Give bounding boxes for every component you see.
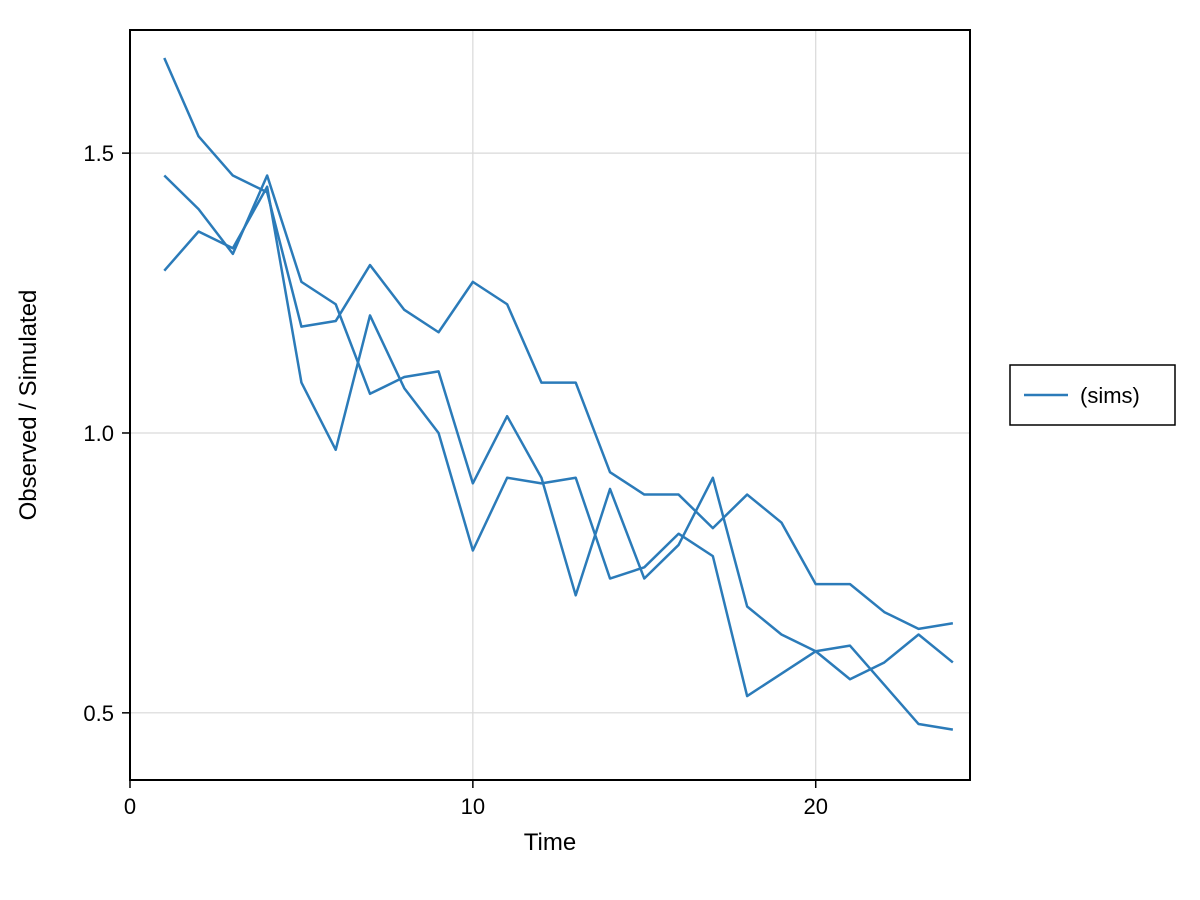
chart-svg: 0 10 20 Time 0.5 1.0 1.5 Observed / Simulated (s… bbox=[0, 0, 1200, 900]
x-tick-label: 10 bbox=[461, 794, 485, 819]
legend: (sims) bbox=[1010, 365, 1175, 425]
y-axis-label: Observed / Simulated bbox=[15, 290, 42, 521]
y-tick-label: 1.5 bbox=[83, 141, 114, 166]
x-tick-label: 20 bbox=[803, 794, 827, 819]
x-axis-label: Time bbox=[524, 829, 576, 856]
y-tick-label: 1.0 bbox=[83, 421, 114, 446]
y-tick-label: 0.5 bbox=[83, 701, 114, 726]
legend-label: (sims) bbox=[1080, 383, 1140, 408]
x-tick-label: 0 bbox=[124, 794, 136, 819]
chart-container: 0 10 20 Time 0.5 1.0 1.5 Observed / Simulated (s… bbox=[0, 0, 1200, 900]
